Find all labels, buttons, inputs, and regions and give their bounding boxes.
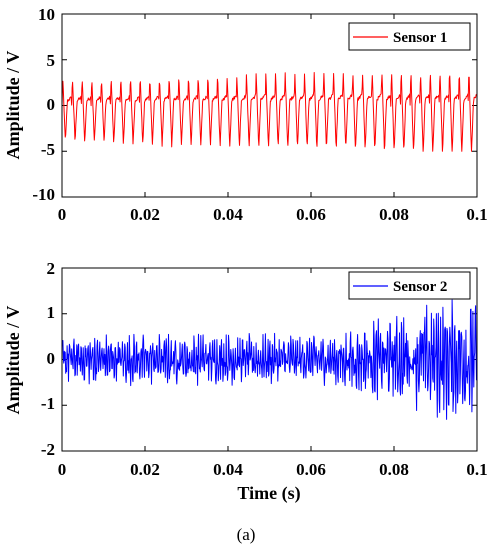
- x-tick-label: 0.02: [130, 205, 160, 224]
- x-tick-label: 0.08: [379, 205, 409, 224]
- y-tick-label: 1: [47, 303, 56, 322]
- x-tick-label: 0: [58, 205, 67, 224]
- y-tick-label: 0: [47, 95, 56, 114]
- x-tick-label: 0.02: [130, 460, 160, 479]
- x-tick-labels: 0 0.02 0.04 0.06 0.08 0.1: [58, 205, 488, 224]
- y-tick-label: -2: [41, 440, 55, 459]
- sensor-1-series-line: [61, 72, 478, 152]
- x-tick-label: 0.1: [466, 205, 487, 224]
- plot-area-frame: [61, 267, 478, 452]
- y-axis-title: Amplitude / V: [3, 51, 23, 160]
- y-axis-title: Amplitude / V: [3, 306, 23, 415]
- x-axis-title: Time (s): [237, 483, 300, 504]
- chart-sensor-1: Amplitude / V 10 5 0 -5 -10 0 0.02 0.04 …: [3, 5, 488, 224]
- y-tick-label: -10: [32, 185, 55, 204]
- y-tick-label: -5: [41, 140, 55, 159]
- x-tick-label: 0.08: [379, 460, 409, 479]
- x-tick-labels: 0 0.02 0.04 0.06 0.08 0.1: [58, 460, 488, 479]
- chart-sensor-2: Amplitude / V 2 1 0 -1 -2 0 0.02 0.04 0.…: [3, 259, 488, 504]
- legend-label-sensor-2: Sensor 2: [393, 279, 447, 295]
- y-tick-labels: 10 5 0 -5 -10: [32, 5, 55, 204]
- x-tick-label: 0.06: [296, 205, 326, 224]
- y-tick-label: 0: [47, 349, 56, 368]
- y-tick-label: 10: [38, 5, 55, 24]
- x-tick-label: 0.1: [466, 460, 487, 479]
- x-tick-label: 0.04: [213, 205, 243, 224]
- figure-caption: (a): [237, 525, 256, 544]
- y-tick-label: 2: [47, 259, 56, 278]
- legend: Sensor 1: [348, 22, 471, 51]
- x-tick-label: 0.04: [213, 460, 243, 479]
- x-tick-label: 0.06: [296, 460, 326, 479]
- plot-area-frame: [61, 13, 478, 198]
- sensor-2-series-line: [61, 299, 478, 420]
- x-tick-label: 0: [58, 460, 67, 479]
- y-tick-label: -1: [41, 394, 55, 413]
- legend: Sensor 2: [348, 271, 471, 300]
- y-tick-labels: 2 1 0 -1 -2: [41, 259, 55, 459]
- legend-label-sensor-1: Sensor 1: [393, 30, 447, 46]
- y-tick-label: 5: [47, 51, 56, 70]
